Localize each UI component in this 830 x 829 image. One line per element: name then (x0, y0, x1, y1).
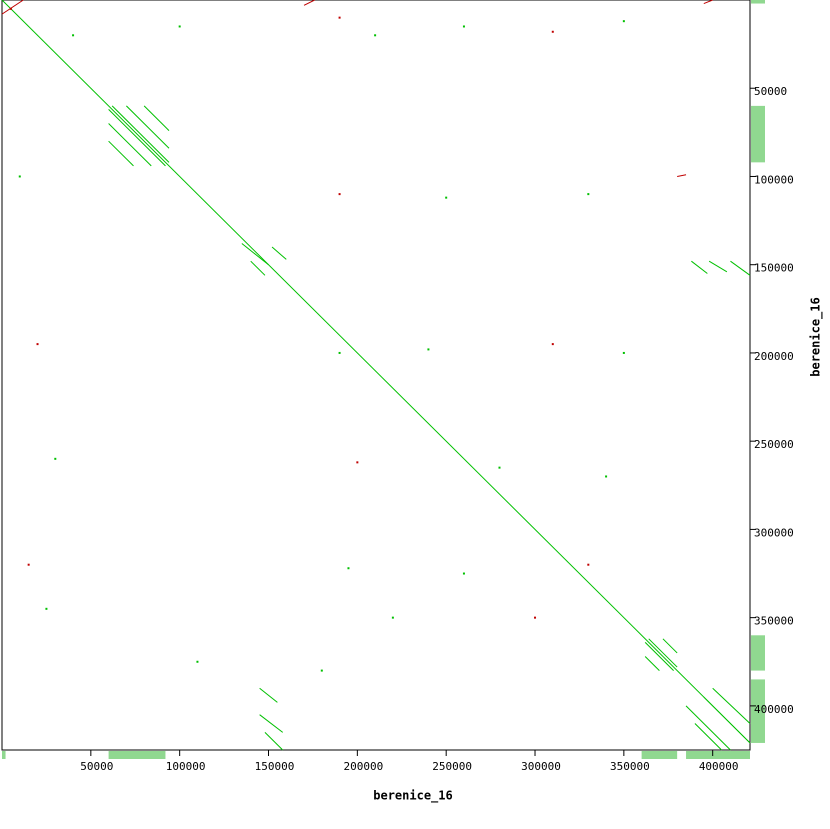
x-tick-label: 350000 (610, 760, 650, 773)
x-tick-label: 100000 (166, 760, 206, 773)
forward-match (708, 260, 728, 273)
match-dot (587, 563, 590, 566)
x-tick-label: 250000 (432, 760, 472, 773)
match-dot (462, 25, 465, 28)
forward-match (143, 105, 170, 131)
forward-match (685, 705, 731, 751)
match-dot (347, 567, 350, 570)
reverse-match (703, 0, 713, 4)
forward-match (126, 105, 170, 149)
y-tick-label: 50000 (754, 85, 787, 98)
forward-match (1, 0, 751, 744)
forward-match (111, 105, 170, 163)
forward-match (259, 687, 278, 703)
forward-match (259, 714, 284, 733)
forward-match (108, 109, 166, 167)
y-tick-label: 150000 (754, 262, 794, 275)
match-dot (320, 669, 323, 672)
y-tick-label: 300000 (754, 526, 794, 539)
forward-match (108, 140, 134, 167)
x-tick-label: 200000 (343, 760, 383, 773)
y-coverage (751, 0, 765, 4)
match-dot (622, 351, 625, 354)
y-coverage (751, 679, 765, 743)
match-dot (36, 343, 39, 346)
forward-match (271, 246, 287, 260)
x-coverage (641, 751, 678, 759)
match-dot (178, 25, 181, 28)
x-tick-label: 400000 (699, 760, 739, 773)
match-dot (18, 175, 21, 178)
x-coverage (108, 751, 166, 759)
y-tick-label: 200000 (754, 350, 794, 363)
y-coverage (751, 105, 765, 163)
match-dot (498, 466, 501, 469)
x-tick-label: 300000 (521, 760, 561, 773)
x-axis-title: berenice_16 (373, 789, 452, 804)
y-axis-title: berenice_16 (809, 297, 824, 376)
forward-match (730, 260, 751, 276)
match-dot (338, 351, 341, 354)
forward-match (703, 696, 751, 744)
y-tick-label: 250000 (754, 438, 794, 451)
match-dot (605, 475, 608, 478)
match-dot (534, 616, 537, 619)
y-tick-label: 400000 (754, 703, 794, 716)
match-dot (391, 616, 394, 619)
forward-match (250, 260, 266, 276)
x-coverage (686, 751, 750, 759)
forward-match (264, 731, 284, 751)
match-dot (427, 348, 430, 351)
match-dot (374, 34, 377, 37)
y-tick-label: 350000 (754, 615, 794, 628)
x-tick-label: 150000 (255, 760, 295, 773)
match-dot (54, 457, 57, 460)
x-tick-label: 50000 (80, 760, 113, 773)
forward-match (694, 723, 722, 751)
match-dot (9, 7, 12, 10)
match-dot (622, 20, 625, 23)
forward-match (108, 123, 152, 167)
match-dot (72, 34, 75, 37)
forward-match (712, 687, 751, 724)
reverse-match (303, 0, 315, 6)
plot-frame (1, 0, 751, 751)
match-dot (356, 461, 359, 464)
match-dot (551, 30, 554, 33)
match-dot (45, 607, 48, 610)
forward-match (662, 638, 678, 654)
x-coverage (2, 751, 6, 759)
match-dot (551, 343, 554, 346)
match-dot (462, 572, 465, 575)
match-dot (445, 196, 448, 199)
match-dot (587, 193, 590, 196)
forward-match (241, 243, 269, 266)
match-dot (338, 193, 341, 196)
forward-match (648, 638, 678, 668)
match-dot (27, 563, 30, 566)
y-tick-label: 100000 (754, 173, 794, 186)
forward-match (644, 656, 660, 671)
reverse-match (677, 174, 687, 177)
forward-match (644, 641, 674, 671)
match-dot (338, 16, 341, 19)
match-dot (196, 660, 199, 663)
forward-match (691, 260, 708, 274)
y-coverage (751, 635, 765, 671)
reverse-match (1, 0, 24, 15)
